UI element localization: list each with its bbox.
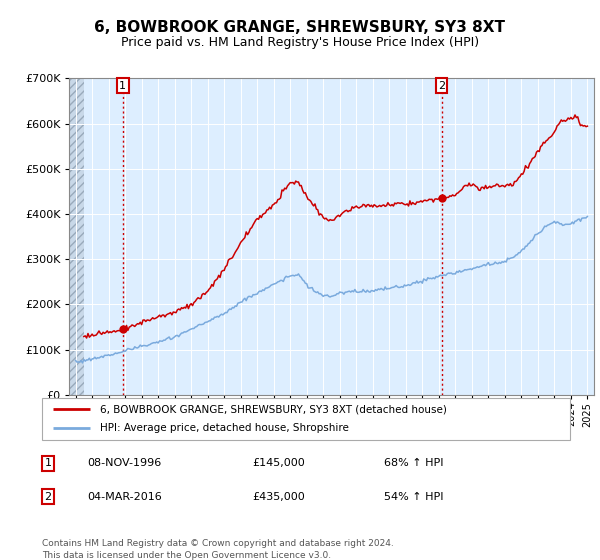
Text: 68% ↑ HPI: 68% ↑ HPI [384,458,443,468]
Text: 54% ↑ HPI: 54% ↑ HPI [384,492,443,502]
Text: 1: 1 [44,458,52,468]
Text: £145,000: £145,000 [252,458,305,468]
Text: 6, BOWBROOK GRANGE, SHREWSBURY, SY3 8XT (detached house): 6, BOWBROOK GRANGE, SHREWSBURY, SY3 8XT … [100,404,447,414]
FancyBboxPatch shape [42,398,570,440]
Text: Price paid vs. HM Land Registry's House Price Index (HPI): Price paid vs. HM Land Registry's House … [121,36,479,49]
Text: HPI: Average price, detached house, Shropshire: HPI: Average price, detached house, Shro… [100,423,349,433]
Text: Contains HM Land Registry data © Crown copyright and database right 2024.: Contains HM Land Registry data © Crown c… [42,539,394,548]
Text: 2: 2 [438,81,445,91]
Text: 1: 1 [119,81,127,91]
Bar [69,78,84,395]
Text: 2: 2 [44,492,52,502]
Text: This data is licensed under the Open Government Licence v3.0.: This data is licensed under the Open Gov… [42,551,331,560]
Text: 08-NOV-1996: 08-NOV-1996 [87,458,161,468]
Text: 04-MAR-2016: 04-MAR-2016 [87,492,162,502]
Text: £435,000: £435,000 [252,492,305,502]
Text: 6, BOWBROOK GRANGE, SHREWSBURY, SY3 8XT: 6, BOWBROOK GRANGE, SHREWSBURY, SY3 8XT [95,20,505,35]
